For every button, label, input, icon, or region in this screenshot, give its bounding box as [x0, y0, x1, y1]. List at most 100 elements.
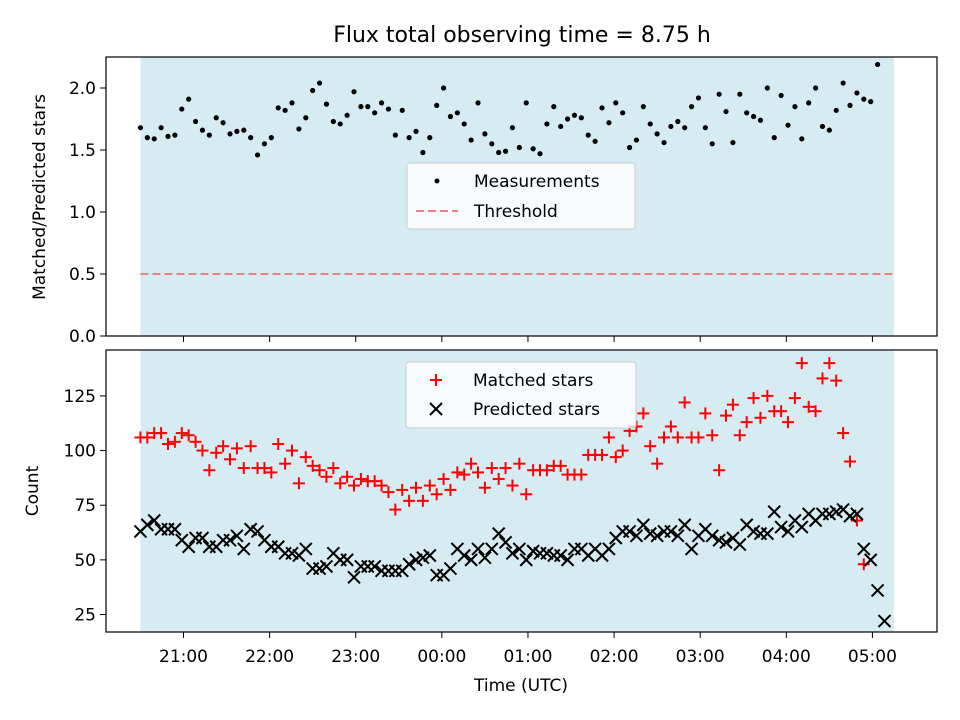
measurement-point — [688, 104, 695, 110]
y-tick-label: 75 — [74, 496, 96, 516]
predicted-point — [629, 529, 644, 543]
predicted-point — [705, 529, 719, 543]
cross-b — [512, 542, 527, 556]
measurement-point — [489, 141, 495, 147]
cross-b — [877, 614, 892, 628]
measurement-point — [647, 121, 653, 127]
measurement-point — [833, 107, 839, 113]
matched-point — [403, 494, 416, 507]
measurement-point — [303, 115, 309, 121]
measurement-point — [213, 115, 219, 121]
matched-point — [224, 453, 237, 466]
top-legend-frame — [406, 162, 636, 230]
measurement-point — [289, 100, 295, 106]
measurement-point — [337, 121, 343, 127]
matched-point — [286, 444, 299, 457]
cross-b — [175, 533, 189, 547]
predicted-point — [850, 507, 864, 521]
matched-point — [788, 392, 801, 405]
x-tick-label: 03:00 — [676, 647, 725, 667]
legend-plus — [430, 374, 442, 386]
cross-b — [168, 522, 182, 536]
matched-point — [196, 444, 209, 457]
measurement-point — [854, 90, 860, 96]
cross-b — [643, 526, 657, 541]
cross-b — [285, 546, 299, 561]
measurement-point — [351, 89, 357, 95]
matched-point — [437, 472, 450, 485]
predicted-point — [140, 518, 155, 532]
matched-point — [182, 429, 195, 442]
predicted-point — [340, 553, 354, 567]
cross-b — [423, 548, 437, 563]
matched-point — [692, 431, 705, 444]
matched-point — [706, 429, 719, 442]
legend-predicted-label: Predicted stars — [473, 400, 600, 420]
cross-b — [622, 524, 637, 539]
matched-point — [348, 479, 361, 492]
predicted-point — [147, 513, 161, 528]
predicted-point — [181, 540, 196, 554]
predicted-point — [863, 553, 878, 567]
predicted-point — [512, 542, 527, 556]
cross-b — [767, 505, 781, 519]
y-tick-label: 0.0 — [69, 327, 96, 347]
cross-b — [857, 542, 871, 556]
matched-point — [230, 442, 243, 455]
measurement-point — [420, 149, 426, 156]
predicted-point — [478, 550, 492, 565]
predicted-point — [237, 542, 251, 556]
cross-b — [801, 507, 816, 521]
matched-point — [651, 457, 664, 470]
cross-b — [140, 518, 155, 532]
cross-b — [485, 542, 499, 556]
matched-point — [513, 457, 526, 470]
matched-point — [354, 472, 367, 485]
bottom-predicted-points — [133, 502, 892, 628]
cross-b — [760, 526, 775, 541]
matched-point — [837, 427, 850, 440]
predicted-point — [367, 559, 382, 574]
matched-point — [844, 455, 857, 468]
x-tick-label: 02:00 — [590, 647, 639, 667]
matched-point — [299, 451, 312, 464]
cross-b — [526, 544, 540, 558]
matched-point — [775, 405, 788, 418]
predicted-point — [498, 535, 513, 550]
measurement-point — [268, 135, 274, 141]
top-y-ticks: 0.0 0.5 1.0 1.5 2.0 — [69, 79, 106, 347]
matched-point — [664, 420, 677, 433]
y-tick-label: 50 — [74, 551, 96, 571]
y-tick-label: 1.5 — [69, 141, 96, 161]
predicted-point — [519, 553, 533, 567]
measurement-point — [323, 101, 330, 107]
cross-b — [223, 533, 237, 547]
measurement-point — [578, 115, 584, 121]
matched-point — [265, 466, 278, 479]
matched-point — [850, 514, 863, 527]
matched-point — [320, 470, 333, 483]
matched-point — [258, 462, 271, 475]
predicted-point — [223, 533, 237, 547]
cross-b — [230, 529, 244, 543]
measurement-point — [434, 102, 440, 108]
measurement-point — [248, 135, 254, 141]
measurement-point — [785, 122, 791, 128]
measurement-point — [530, 146, 536, 152]
y-tick-label: 100 — [64, 442, 96, 462]
matched-point — [499, 462, 512, 475]
matched-point — [244, 440, 257, 453]
cross-b — [340, 553, 354, 567]
measurement-point — [406, 135, 412, 141]
cross-b — [450, 542, 465, 556]
legend-predicted-marker — [429, 402, 443, 416]
measurement-point — [316, 80, 323, 86]
cross-b — [650, 529, 664, 543]
matched-point — [423, 479, 436, 492]
cross-b — [781, 524, 795, 539]
cross-b — [684, 542, 699, 556]
measurement-point — [516, 144, 522, 151]
matched-point — [430, 488, 443, 501]
measurement-point — [764, 85, 770, 91]
matched-point — [644, 440, 657, 453]
